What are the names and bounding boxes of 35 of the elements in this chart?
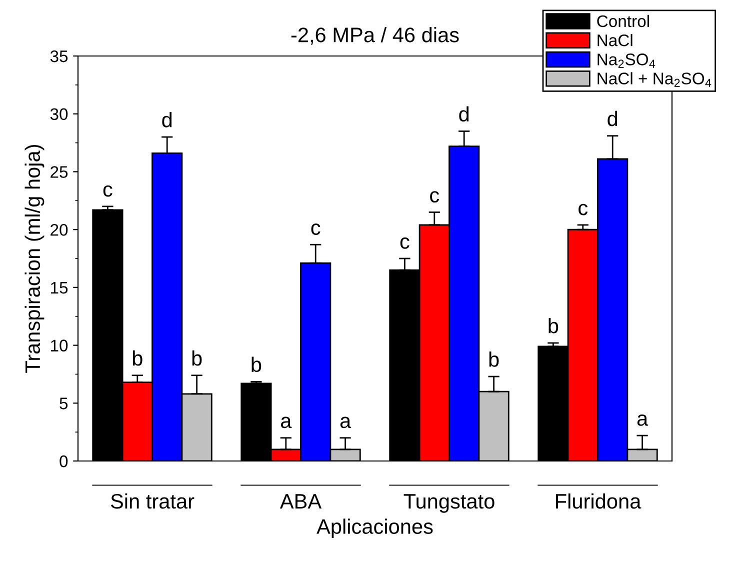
data-label: c xyxy=(311,224,320,235)
x-tick-label: Fluridona xyxy=(556,493,642,509)
data-label: b xyxy=(489,352,499,367)
data-label: c xyxy=(103,185,112,197)
y-tick-label: 0 xyxy=(60,455,68,468)
data-label: a xyxy=(280,416,292,428)
data-label: b xyxy=(548,318,558,334)
data-label: c xyxy=(578,204,588,216)
x-tick-label: Sin tratar xyxy=(110,493,194,509)
legend-label: NaCl xyxy=(598,34,632,46)
data-label: b xyxy=(252,356,262,372)
y-tick-label: 25 xyxy=(50,166,68,178)
y-tick-label: 5 xyxy=(60,398,68,410)
y-tick-label: 10 xyxy=(51,340,68,352)
legend-label: Na$_{2}$SO$_{4}$ xyxy=(598,54,656,68)
data-label: b xyxy=(192,350,202,366)
x-axis-title: Aplicaciones xyxy=(316,518,433,538)
data-label: d xyxy=(459,106,469,122)
x-tick-label: Tungstato xyxy=(404,494,494,513)
legend-label: NaCl + Na$_{2}$SO$_{4}$ xyxy=(598,72,712,87)
data-label: b xyxy=(132,350,142,366)
x-tick-label: ABA xyxy=(280,494,322,508)
chart-title: -2,6 MPa / 46 dias xyxy=(291,27,459,45)
data-label: c xyxy=(400,237,410,249)
data-label: d xyxy=(162,112,172,128)
data-label: d xyxy=(608,110,618,126)
y-tick-label: 30 xyxy=(50,108,68,120)
data-label: a xyxy=(340,416,352,428)
y-axis-title: Transpiracion (ml/g hoja) xyxy=(24,144,44,373)
y-tick-label: 15 xyxy=(51,282,68,294)
y-tick-label: 35 xyxy=(50,50,68,62)
legend-label: Control xyxy=(597,14,649,28)
data-label: a xyxy=(637,414,648,426)
data-label: c xyxy=(430,191,440,203)
y-tick-label: 20 xyxy=(50,224,68,236)
